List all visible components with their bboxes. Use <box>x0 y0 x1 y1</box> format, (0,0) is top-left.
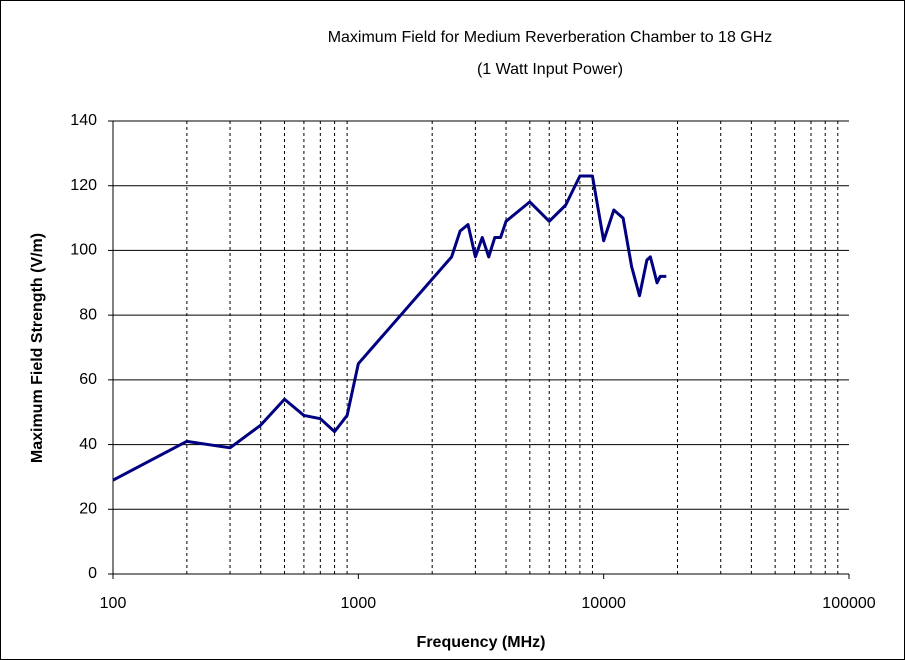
y-tick-label: 60 <box>79 371 97 388</box>
x-axis-title: Frequency (MHz) <box>417 634 546 651</box>
y-axis-title: Maximum Field Strength (V/m) <box>29 233 46 463</box>
y-tick-label: 140 <box>70 112 97 129</box>
chart-subtitle: (1 Watt Input Power) <box>477 61 623 78</box>
y-tick-label: 100 <box>70 242 97 259</box>
chart-title: Maximum Field for Medium Reverberation C… <box>328 29 773 46</box>
y-tick-label: 20 <box>79 501 97 518</box>
x-tick-label: 1000 <box>341 595 377 612</box>
x-tick-label: 100 <box>100 595 127 612</box>
data-line <box>112 174 667 482</box>
y-tick-label: 40 <box>79 436 97 453</box>
y-tick-label: 0 <box>88 565 97 582</box>
x-tick-label: 100000 <box>822 595 875 612</box>
x-tick-label: 10000 <box>581 595 626 612</box>
y-tick-label: 120 <box>70 177 97 194</box>
y-tick-label: 80 <box>79 306 97 323</box>
